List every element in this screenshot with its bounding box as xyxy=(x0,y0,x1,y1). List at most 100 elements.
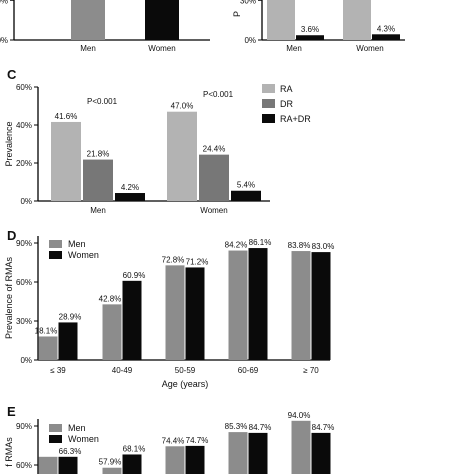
data-label: 85.3% xyxy=(225,422,248,431)
x-tick-label: Men xyxy=(90,206,106,215)
bar xyxy=(165,446,185,474)
legend-swatch xyxy=(262,99,275,108)
bar xyxy=(71,0,105,40)
bar xyxy=(58,456,78,474)
x-tick-label: ≥ 70 xyxy=(303,366,319,375)
bar xyxy=(248,248,268,360)
legend-label: RA+DR xyxy=(280,114,311,124)
panel-top-1: 0%30%PrevalenceMenWomen xyxy=(0,0,210,53)
panel-letter: D xyxy=(7,228,16,243)
panel-c: C 0% 20% 40% 60% Prevalence 41.6% 21.8% 4.2% Men P… xyxy=(4,67,311,215)
data-label: 41.6% xyxy=(55,112,78,121)
x-tick-label: Women xyxy=(356,44,383,53)
y-tick-label: 0% xyxy=(244,36,256,45)
panel-e: E 60% 90%f RMAs 66.3% 57.9%68.1% 74.4% 74.7% 85… xyxy=(4,404,334,474)
y-tick-label: 30% xyxy=(16,317,32,326)
data-label: 71.2% xyxy=(186,257,209,266)
data-label: 57.9% xyxy=(99,458,122,467)
data-label: 84.7% xyxy=(312,423,335,432)
data-label: 47.0% xyxy=(171,102,194,111)
legend-label: RA xyxy=(280,84,293,94)
x-tick-label: Women xyxy=(200,206,227,215)
panel-d: D 0% 30% 60% 90%Prevalence of RMAs 18.1%28.9%… xyxy=(4,228,334,389)
bar xyxy=(248,432,268,474)
legend-swatch xyxy=(49,435,62,443)
bar xyxy=(185,267,205,360)
legend-swatch xyxy=(262,84,275,93)
y-tick-label: 40% xyxy=(16,121,32,130)
legend-swatch xyxy=(49,240,62,248)
data-label: 18.1% xyxy=(35,326,58,335)
legend-label: Women xyxy=(68,250,99,260)
x-tick-label: 60-69 xyxy=(238,366,259,375)
bar xyxy=(228,250,248,360)
data-label: 5.4% xyxy=(237,181,255,190)
bar xyxy=(38,456,58,474)
y-tick-label: 0% xyxy=(20,197,32,206)
data-label: 83.0% xyxy=(312,242,335,251)
y-tick-label: 30% xyxy=(240,0,256,5)
data-label: 4.2% xyxy=(121,183,139,192)
bar xyxy=(199,154,229,201)
data-label: 74.4% xyxy=(162,436,185,445)
legend: RA DR RA+DR xyxy=(262,84,311,124)
bar xyxy=(51,121,81,201)
x-tick-label: Men xyxy=(286,44,302,53)
bar xyxy=(165,265,185,360)
bar xyxy=(145,0,179,40)
data-label: 74.7% xyxy=(186,436,209,445)
data-label: 42.8% xyxy=(99,294,122,303)
data-label: 68.1% xyxy=(123,444,146,453)
legend-swatch xyxy=(49,251,62,259)
bar xyxy=(38,336,58,360)
y-tick-label: 60% xyxy=(16,278,32,287)
x-tick-label: ≤ 39 xyxy=(50,366,66,375)
data-label: 84.2% xyxy=(225,241,248,250)
bar xyxy=(102,467,122,474)
y-axis-label: Prevalence xyxy=(4,121,14,166)
x-tick-label: Women xyxy=(148,44,175,53)
bar xyxy=(267,0,295,40)
y-axis-label: f RMAs xyxy=(4,437,14,467)
data-label: 21.8% xyxy=(87,150,110,159)
bar xyxy=(102,304,122,360)
y-tick-label: 90% xyxy=(16,239,32,248)
data-label: 66.3% xyxy=(59,447,82,456)
data-label: 4.3% xyxy=(377,24,395,33)
bar xyxy=(291,251,311,360)
data-label: 86.1% xyxy=(249,238,272,247)
bar xyxy=(231,190,261,201)
x-tick-label: 40-49 xyxy=(112,366,133,375)
bar xyxy=(228,432,248,474)
bar xyxy=(296,35,324,40)
bar xyxy=(291,420,311,474)
bar xyxy=(83,159,113,201)
y-tick-label: 20% xyxy=(16,159,32,168)
bar xyxy=(122,280,142,360)
panel-top-2: 0% 30% P 3.6% Men 4.3% Women xyxy=(232,0,405,53)
y-tick-label: 60% xyxy=(16,83,32,92)
panel-letter: E xyxy=(7,404,16,419)
legend-label: DR xyxy=(280,99,293,109)
data-label: 24.4% xyxy=(203,145,226,154)
legend-label: Men xyxy=(68,239,86,249)
data-label: 28.9% xyxy=(59,312,82,321)
y-tick-label: 0% xyxy=(0,36,8,45)
p-value-annotation: P<0.001 xyxy=(203,90,234,99)
x-axis-label: Age (years) xyxy=(162,379,209,389)
bar xyxy=(115,193,145,201)
data-label: 60.9% xyxy=(123,271,146,280)
y-tick-label: 60% xyxy=(16,461,32,470)
bar xyxy=(167,111,197,201)
bar xyxy=(372,34,400,40)
bar xyxy=(58,322,78,360)
bar xyxy=(122,454,142,474)
data-label: 3.6% xyxy=(301,25,319,34)
legend-label: Men xyxy=(68,423,86,433)
x-tick-label: Men xyxy=(80,44,96,53)
legend-swatch xyxy=(262,114,275,123)
y-tick-label: 0% xyxy=(20,356,32,365)
y-tick-label: 90% xyxy=(16,422,32,431)
